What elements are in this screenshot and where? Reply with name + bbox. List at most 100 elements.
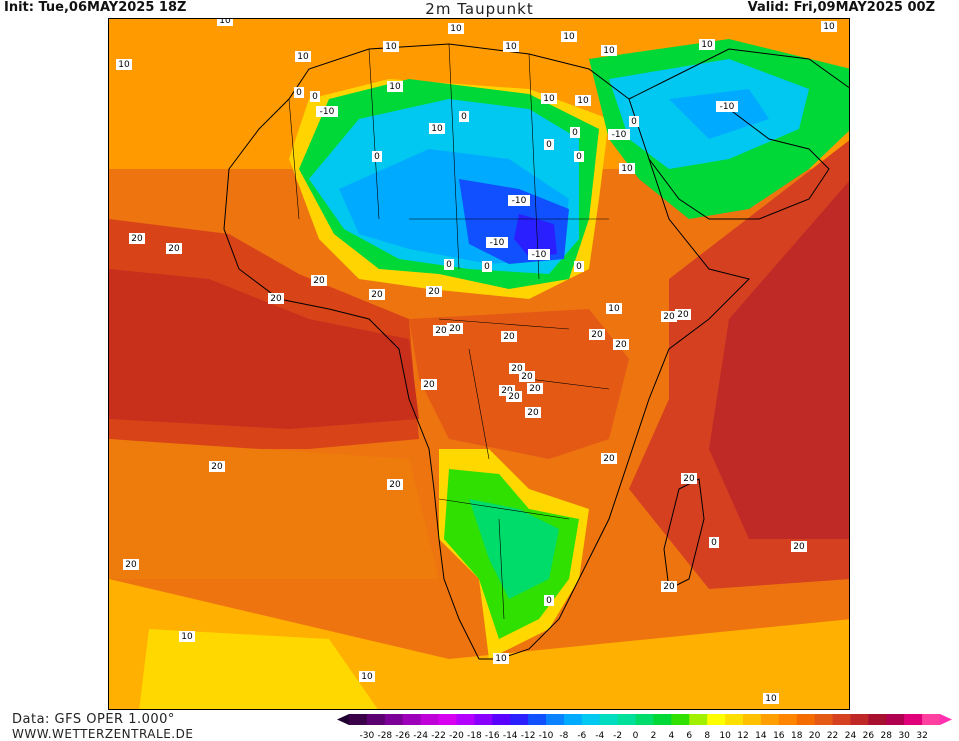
legend-swatch [528, 714, 547, 725]
contour-label: 20 [511, 364, 523, 374]
legend-tick-label: -26 [395, 731, 410, 741]
contour-label: 20 [211, 462, 223, 472]
contour-label-bg [608, 129, 630, 140]
contour-label: 20 [125, 560, 137, 570]
contour-label: 0 [374, 152, 380, 162]
contour-label: 20 [503, 332, 515, 342]
contour-label: 20 [521, 372, 533, 382]
contour-label: -10 [512, 196, 527, 206]
contour-label-bg [629, 116, 639, 127]
legend-swatch [366, 714, 386, 725]
contour-label: 10 [181, 632, 193, 642]
contour-label-bg [601, 453, 617, 464]
indian-ocean-core [709, 181, 849, 539]
legend-tick-label: -16 [485, 731, 500, 741]
contour-label: 10 [608, 304, 620, 314]
website-label: WWW.WETTERZENTRALE.DE [12, 727, 194, 741]
legend-swatch [689, 714, 708, 725]
contour-label-bg [372, 151, 382, 162]
contour-label: 0 [631, 117, 637, 127]
legend-swatch [796, 714, 816, 725]
contour-label-bg [311, 275, 327, 286]
contour-label-bg [589, 329, 605, 340]
contour-label-bg [508, 195, 530, 206]
contour-label-bg [129, 233, 145, 244]
contour-label: 10 [823, 22, 835, 32]
contour-label: 20 [615, 340, 627, 350]
contour-label: 10 [603, 46, 615, 56]
contour-label-bg [528, 249, 550, 260]
contour-label-bg [503, 41, 519, 52]
contour-label-bg [123, 559, 139, 570]
contour-label: 20 [529, 384, 541, 394]
legend-tick-label: 18 [791, 731, 803, 741]
contour-label-bg [179, 631, 195, 642]
legend-swatch [868, 714, 887, 725]
contour-label: 10 [219, 19, 231, 26]
contour-label: 10 [450, 24, 462, 34]
contour-label: 10 [385, 42, 397, 52]
contour-label: 10 [297, 52, 309, 62]
valid-time-label: Valid: Fri,09MAY2025 00Z [747, 0, 935, 15]
contour-label-bg [574, 151, 584, 162]
contour-label: 20 [371, 290, 383, 300]
legend-swatch [904, 714, 923, 725]
africa-coastline [223, 43, 750, 660]
legend-swatch [420, 714, 440, 725]
contour-label: 10 [701, 40, 713, 50]
legend-swatch [474, 714, 493, 725]
contour-label: 10 [621, 164, 633, 174]
contour-label: 10 [563, 32, 575, 42]
contour-label-bg [209, 461, 225, 472]
legend-swatch [581, 714, 601, 725]
contour-label-bg [613, 339, 629, 350]
contour-label-bg [763, 693, 779, 704]
contour-label: 10 [361, 672, 373, 682]
contour-label: 0 [576, 152, 582, 162]
contour-label-bg [519, 371, 535, 382]
contour-label: 20 [663, 312, 675, 322]
contour-label-bg [294, 87, 304, 98]
legend-swatch [492, 714, 511, 725]
legend-swatch [671, 714, 690, 725]
legend-swatch [546, 714, 565, 725]
contour-label-bg [709, 537, 719, 548]
init-time-label: Init: Tue,06MAY2025 18Z [4, 0, 187, 15]
legend-swatch [743, 714, 762, 725]
contour-label: 10 [431, 124, 443, 134]
contour-label-bg [429, 123, 445, 134]
contour-label-bg [116, 59, 132, 70]
atlantic-core [109, 269, 419, 429]
contour-label-bg [482, 261, 492, 272]
contour-label: 20 [591, 330, 603, 340]
legend-swatch [707, 714, 726, 725]
legend-low-arrow [337, 714, 349, 725]
contour-label-bg [217, 19, 233, 26]
color-legend: -30 -28 -26 -24 -22 -20 -18 -16 -14 -12 -10 -8 -6 -4-… [337, 714, 952, 741]
legend-tick-label: -28 [377, 731, 392, 741]
legend-swatch [725, 714, 744, 725]
contour-label-bg [561, 31, 577, 42]
legend-swatch [886, 714, 905, 725]
contour-label-bg [661, 311, 677, 322]
legend-tick-label: -6 [577, 731, 586, 741]
contour-label: 10 [543, 94, 555, 104]
legend-tick-label: -22 [431, 731, 446, 741]
contour-label: 20 [603, 454, 615, 464]
contour-label-bg [570, 127, 580, 138]
contour-label-bg [310, 91, 320, 102]
contour-label: 0 [461, 112, 467, 122]
central-africa-zone [409, 309, 629, 459]
legend-tick-labels: -30 -28 -26 -24 -22 -20 -18 -16 -14 -12 -10 -8 -6 -4-… [360, 731, 928, 741]
legend-tick-label: 6 [686, 731, 692, 741]
legend-high-arrow [940, 714, 952, 725]
legend-swatch [438, 714, 457, 725]
legend-swatch [402, 714, 422, 725]
contour-label: 0 [572, 128, 578, 138]
contour-label: -10 [490, 238, 505, 248]
contour-label-bg [499, 385, 515, 396]
contour-label: 0 [484, 262, 490, 272]
contour-label-bg [601, 45, 617, 56]
contour-label: 0 [546, 596, 552, 606]
contour-label-bg [681, 473, 697, 484]
